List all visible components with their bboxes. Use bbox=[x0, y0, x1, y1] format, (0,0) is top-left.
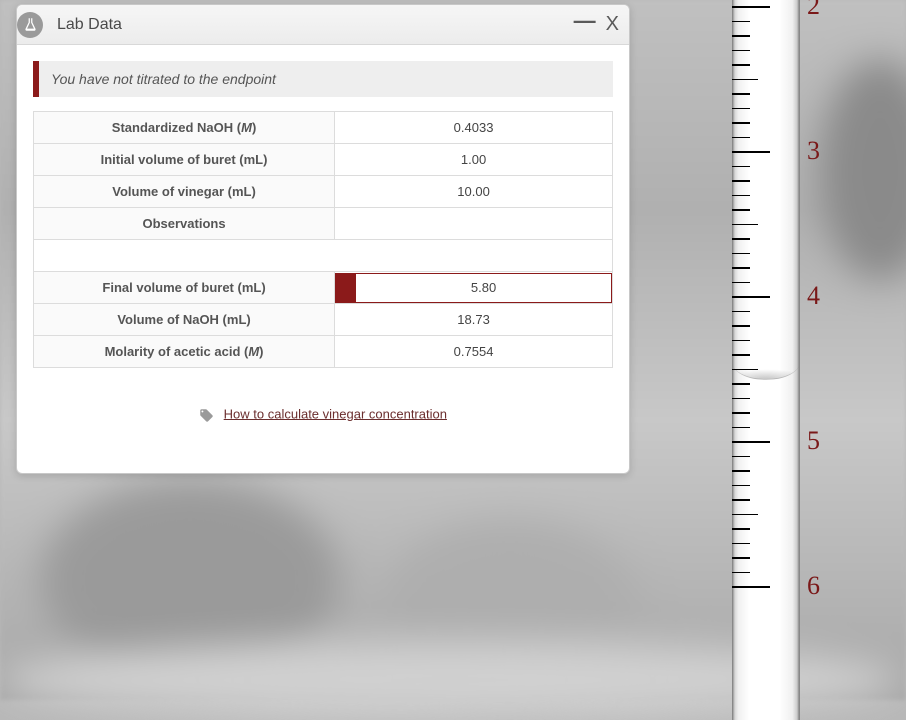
lab-data-panel: Lab Data — X You have not titrated to th… bbox=[16, 4, 630, 474]
table-row: Volume of NaOH (mL)18.73 bbox=[34, 304, 613, 336]
row-value: 0.4033 bbox=[335, 112, 613, 144]
table-row: Standardized NaOH (M)0.4033 bbox=[34, 112, 613, 144]
row-value bbox=[335, 208, 613, 240]
minimize-button[interactable]: — bbox=[574, 8, 596, 34]
row-label: Volume of vinegar (mL) bbox=[34, 176, 335, 208]
tick-label: 2 bbox=[807, 0, 820, 21]
table-row: Volume of vinegar (mL)10.00 bbox=[34, 176, 613, 208]
alert-banner: You have not titrated to the endpoint bbox=[33, 61, 613, 97]
table-row: Observations bbox=[34, 208, 613, 240]
panel-body: You have not titrated to the endpoint St… bbox=[17, 45, 629, 440]
buret-scale: 23456 bbox=[732, 0, 800, 720]
row-label: Molarity of acetic acid (M) bbox=[34, 336, 335, 368]
row-value: 18.73 bbox=[335, 304, 613, 336]
table-row: Initial volume of buret (mL)1.00 bbox=[34, 144, 613, 176]
tick-label: 4 bbox=[807, 281, 820, 311]
row-value: 10.00 bbox=[335, 176, 613, 208]
flask-icon bbox=[17, 12, 43, 38]
row-label: Observations bbox=[34, 208, 335, 240]
tag-icon bbox=[199, 408, 214, 426]
row-value: 0.7554 bbox=[335, 336, 613, 368]
row-label: Standardized NaOH (M) bbox=[34, 112, 335, 144]
help-link[interactable]: How to calculate vinegar concentration bbox=[224, 406, 447, 421]
tick-label: 6 bbox=[807, 571, 820, 601]
row-label: Volume of NaOH (mL) bbox=[34, 304, 335, 336]
table-spacer bbox=[34, 240, 613, 272]
help-row: How to calculate vinegar concentration bbox=[33, 368, 613, 424]
buret: 2 3 4 5 6 bbox=[702, 0, 830, 720]
tick-label: 5 bbox=[807, 426, 820, 456]
row-value-highlight[interactable]: 5.80 bbox=[335, 272, 613, 304]
row-value: 1.00 bbox=[335, 144, 613, 176]
close-button[interactable]: X bbox=[606, 13, 619, 36]
panel-header[interactable]: Lab Data — X bbox=[17, 5, 629, 45]
table-row: Final volume of buret (mL)5.80 bbox=[34, 272, 613, 304]
tick-label: 3 bbox=[807, 136, 820, 166]
row-label: Initial volume of buret (mL) bbox=[34, 144, 335, 176]
data-table: Standardized NaOH (M)0.4033Initial volum… bbox=[33, 111, 613, 368]
panel-title: Lab Data bbox=[57, 16, 122, 34]
table-row: Molarity of acetic acid (M)0.7554 bbox=[34, 336, 613, 368]
row-label: Final volume of buret (mL) bbox=[34, 272, 335, 304]
